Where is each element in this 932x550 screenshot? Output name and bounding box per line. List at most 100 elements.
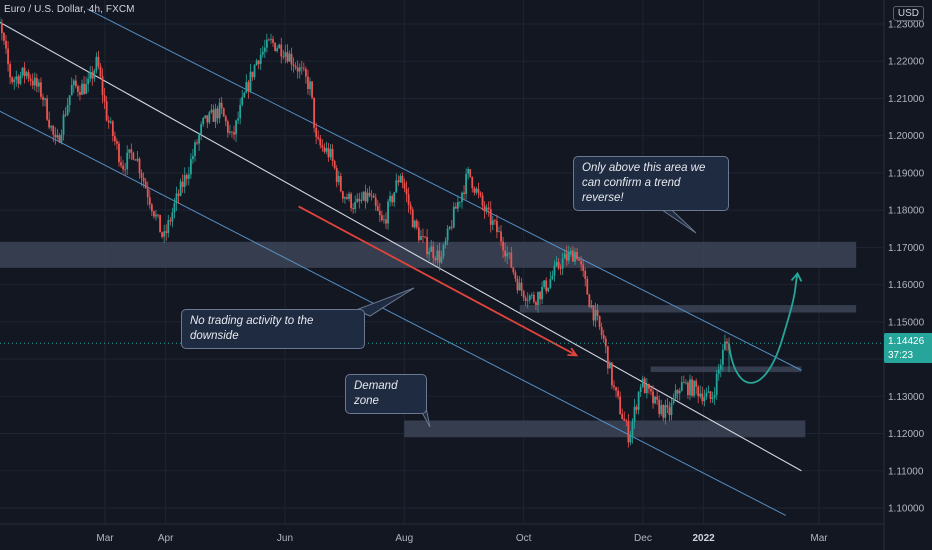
candle-body (701, 393, 704, 402)
candle-body (555, 261, 558, 266)
candle-body (401, 175, 404, 183)
candle-body (613, 385, 615, 388)
candle-body (561, 258, 564, 269)
candle-body (226, 121, 229, 133)
candle-body (33, 77, 36, 86)
candle-body (426, 237, 428, 255)
candle-body (376, 205, 379, 211)
candle-body (405, 188, 408, 195)
candle-body (502, 241, 504, 251)
candle-body (85, 84, 88, 94)
candle-body (200, 124, 203, 135)
upper-zone (519, 305, 857, 313)
candle-body (711, 397, 714, 400)
candle-body (631, 421, 634, 436)
candle-body (576, 251, 578, 260)
y-tick-label: 1.11000 (888, 466, 924, 477)
y-tick-label: 1.19000 (888, 168, 925, 179)
candle-body (204, 115, 207, 118)
candle-body (5, 40, 7, 49)
candle-body (491, 220, 494, 225)
candle-body (177, 193, 180, 196)
candle-body (150, 204, 153, 212)
candle-body (397, 180, 400, 183)
candle-body (580, 260, 583, 265)
candle-body (582, 264, 585, 271)
candle-body (693, 380, 695, 396)
candle-body (50, 126, 53, 128)
candle-body (358, 198, 361, 202)
candle-body (130, 149, 133, 153)
candle-body (496, 220, 498, 233)
channel-middle-line (0, 21, 802, 472)
callout-no-trading[interactable]: No trading activity to the downside (181, 309, 365, 349)
candle-body (350, 193, 352, 209)
candle-body (598, 315, 601, 328)
x-tick-label: Oct (516, 533, 532, 544)
candle-body (173, 203, 176, 213)
candle-body (707, 391, 710, 393)
candle-body (169, 220, 172, 222)
candle-body (245, 82, 248, 93)
candle-body (56, 135, 59, 138)
candle-body (506, 253, 509, 257)
candle-body (590, 305, 593, 308)
candle-body (549, 279, 552, 288)
candle-body (206, 115, 209, 123)
currency-button[interactable]: USD (892, 6, 924, 21)
candle-body (146, 188, 149, 198)
projection-arrow-head (790, 271, 803, 282)
candle-body (596, 310, 599, 316)
candle-body (9, 64, 12, 78)
candle-body (724, 341, 726, 350)
candle-body (674, 390, 677, 399)
candle-body (120, 162, 122, 166)
candle-body (678, 390, 681, 394)
candle-body (335, 168, 338, 183)
candle-body (237, 118, 240, 121)
candle-body (454, 206, 457, 209)
symbol-title[interactable]: Euro / U.S. Dollar, 4h, FXCM (4, 4, 135, 15)
candle-body (126, 152, 129, 170)
candle-body (54, 134, 57, 138)
candle-body (282, 56, 285, 58)
candle-body (385, 219, 387, 224)
callout-trend-reverse[interactable]: Only above this area we can confirm a tr… (573, 156, 729, 211)
candle-body (344, 197, 346, 199)
candle-body (276, 48, 279, 52)
candle-body (467, 169, 470, 174)
candles (0, 17, 730, 448)
candle-body (307, 76, 309, 90)
candle-body (87, 78, 90, 85)
candle-body (413, 220, 416, 228)
candle-body (623, 418, 626, 421)
candle-body (545, 280, 548, 292)
candle-body (526, 300, 529, 301)
candle-body (432, 246, 435, 259)
candle-body (473, 188, 476, 193)
candle-body (148, 197, 151, 205)
candle-body (212, 109, 215, 122)
candle-body (512, 267, 515, 273)
callout-demand-zone[interactable]: Demand zone (345, 374, 427, 414)
y-tick-label: 1.18000 (888, 206, 925, 217)
candle-body (255, 60, 258, 66)
candle-body (17, 76, 20, 84)
candle-body (500, 231, 502, 242)
candle-body (442, 244, 445, 257)
last-price-tag: 1.14426 37:23 (884, 333, 932, 363)
candle-body (420, 235, 422, 241)
candle-body (101, 76, 104, 96)
candle-body (268, 39, 270, 41)
candle-body (70, 84, 73, 96)
candle-body (584, 270, 587, 280)
candle-body (249, 71, 252, 91)
candle-body (1, 22, 3, 34)
time-axis[interactable]: Mar Apr Jun Aug Oct Dec 2022 Mar (96, 533, 828, 544)
price-axis[interactable]: 1.23000 1.22000 1.21000 1.20000 1.19000 1.180… (888, 20, 925, 515)
candle-body (608, 362, 611, 369)
candle-body (461, 192, 463, 202)
candle-body (134, 159, 137, 161)
